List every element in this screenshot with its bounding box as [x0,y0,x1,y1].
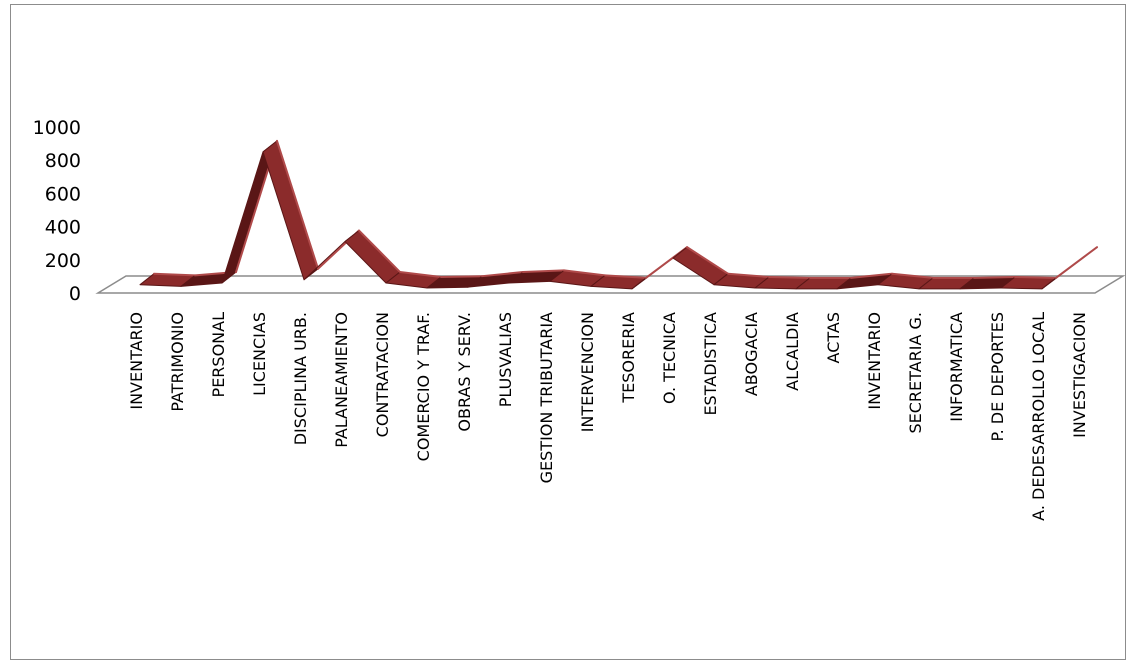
ribbon-top-edge [850,272,893,279]
x-tick-label: O. TECNICA [660,312,679,404]
x-tick-label: A. DEDESARROLLO LOCAL [1029,312,1048,521]
x-tick-label: INVENTARIO [127,312,146,410]
ribbon-top-edge [604,274,647,279]
x-tick-label: INTERVENCION [578,312,597,432]
x-tick-label: ABOGACIA [742,312,761,396]
ribbon-segment [672,246,729,286]
y-tick-label: 1000 [33,117,81,139]
y-tick-label: 600 [45,183,81,205]
ribbon-top-edge [686,246,729,275]
y-tick-label: 200 [45,250,81,272]
y-axis: 0 200 400 600 800 1000 [33,117,81,305]
x-tick-label: ALCALDIA [783,312,802,391]
x-tick-label: TESORERIA [619,312,638,404]
y-tick-label: 400 [45,217,81,239]
ribbon-top-edge [727,272,770,279]
x-tick-label: ACTAS [824,312,843,363]
ribbon-top-edge [563,269,606,277]
x-tick-label: PLUSVALIAS [496,312,515,407]
x-tick-label: OBRAS Y SERV. [455,312,474,432]
ribbon-top-edge [1014,276,1057,279]
ribbon-segment [344,230,401,284]
x-tick-label: INVENTARIO [865,312,884,410]
x-tick-label: INFORMATICA [947,312,966,422]
y-tick-label: 0 [69,283,81,305]
ribbon-top-edge [358,229,401,274]
x-tick-label: PERSONAL [209,312,228,398]
x-tick-label: GESTION TRIBUTARIA [537,312,556,483]
ribbon-top-edge [276,139,319,270]
chart-floor [95,275,1126,294]
x-tick-label: INVESTIGACION [1070,312,1089,438]
y-tick-label: 800 [45,150,81,172]
floor-plane [95,275,1126,294]
x-tick-label: PATRIMONIO [168,312,187,412]
x-tick-label: PALANEAMIENTO [332,312,351,448]
ribbon-top-edge [1055,246,1098,279]
ribbon-top-edge [153,272,196,277]
x-tick-label: LICENCIAS [250,312,269,396]
ribbon-top-edge [481,271,524,278]
chart-frame [10,4,1126,660]
x-tick-label: COMERCIO Y TRAF. [414,312,433,461]
ribbon-top-edge [891,272,934,279]
ribbon-top-edge [440,275,483,279]
series-ribbon [139,139,1098,290]
ribbon-top-edge [522,269,565,274]
x-tick-label: P. DE DEPORTES [988,312,1007,442]
x-tick-label: SECRETARIA G. [906,312,925,434]
ribbon-top-edge [768,276,811,279]
ribbon-top-edge [973,276,1016,279]
x-tick-label: ESTADISTICA [701,312,720,416]
x-tick-label: CONTRATACION [373,312,392,437]
ribbon-segment [262,140,319,281]
ribbon-top-edge [399,271,442,279]
x-tick-label: DISCIPLINA URB. [291,312,310,445]
x-axis: INVENTARIO PATRIMONIO PERSONAL LICENCIAS DIS… [127,312,1089,521]
